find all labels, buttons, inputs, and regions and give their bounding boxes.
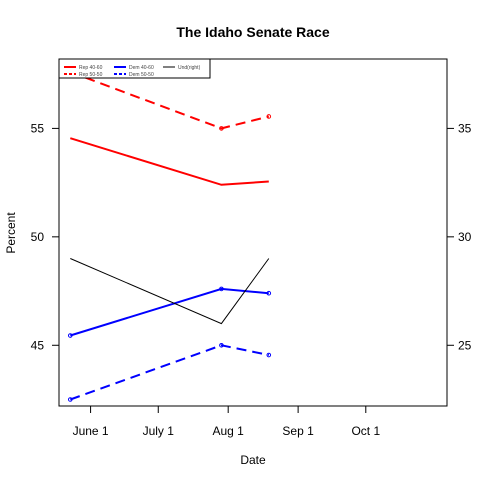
axes-layer: June 1 July 1 Aug 1 Sep 1 Oct 1 45 50 55 25 30 35 <box>31 121 472 438</box>
y-right-tick-label: 30 <box>458 230 472 244</box>
y-left-tick-label: 45 <box>31 338 45 352</box>
legend-label-rep-40-60: Rep 40-60 <box>79 65 103 71</box>
series-line-rep-50-50 <box>69 71 270 130</box>
x-tick-label: June 1 <box>73 424 109 438</box>
x-tick-label: Sep 1 <box>282 424 314 438</box>
data-point-dem-40-60 <box>219 286 224 292</box>
y-right-tick-label: 35 <box>458 121 472 135</box>
series-line-dem-50-50 <box>69 344 270 401</box>
y-left-tick-label: 55 <box>31 121 45 135</box>
data-point-dem-50-50 <box>266 352 272 358</box>
data-point-dem-40-60 <box>67 333 73 338</box>
data-point-dem-40-60 <box>266 290 272 296</box>
x-axis-label: Date <box>240 453 266 467</box>
data-point-rep-50-50 <box>266 114 272 119</box>
y-right-tick-label: 25 <box>458 338 472 352</box>
legend-label-dem-40-60: Dem 40-60 <box>129 65 154 71</box>
legend-box <box>58 58 211 79</box>
legend-label-und-right: Und(right) <box>178 65 201 71</box>
series-line-rep-40-60 <box>70 137 269 186</box>
data-point-dem-50-50 <box>219 342 224 348</box>
x-tick-label: July 1 <box>143 424 175 438</box>
y-axis-label: Percent <box>4 212 18 254</box>
chart-title: The Idaho Senate Race <box>176 24 329 40</box>
legend-label-dem-50-50: Dem 50-50 <box>129 72 154 78</box>
series-line-und-right <box>70 258 270 325</box>
series-layer <box>67 69 272 402</box>
data-point-rep-50-50 <box>219 126 224 131</box>
legend-label-rep-50-50: Rep 50-50 <box>79 72 103 78</box>
series-line-dem-40-60 <box>70 287 269 337</box>
x-tick-label: Aug 1 <box>213 424 245 438</box>
plot-frame <box>58 58 448 407</box>
x-tick-label: Oct 1 <box>351 424 380 438</box>
data-point-dem-50-50 <box>67 397 73 402</box>
y-left-tick-label: 50 <box>31 230 45 244</box>
